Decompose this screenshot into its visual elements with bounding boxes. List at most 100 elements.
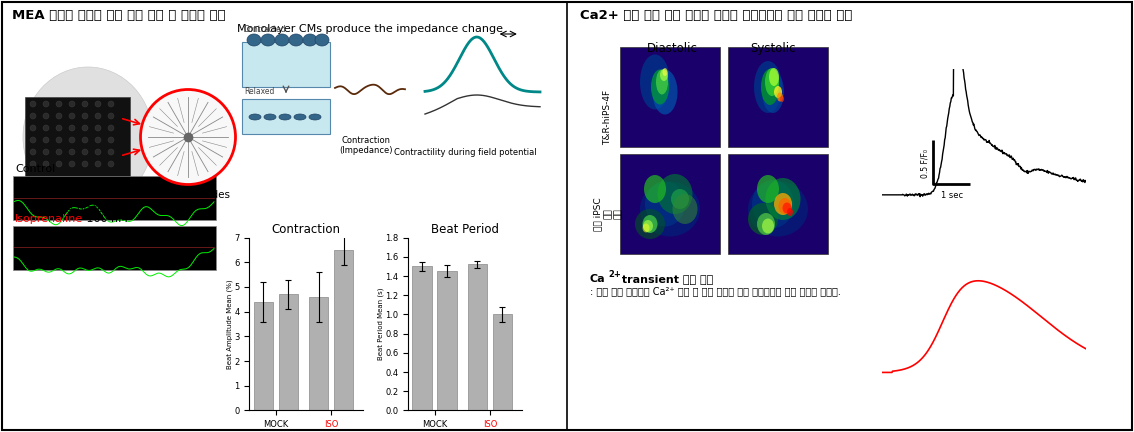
Ellipse shape xyxy=(247,34,261,46)
Ellipse shape xyxy=(108,101,115,107)
Text: 1 sec: 1 sec xyxy=(940,191,963,200)
Bar xyxy=(242,42,330,87)
Bar xyxy=(728,47,828,147)
Ellipse shape xyxy=(95,137,101,143)
Ellipse shape xyxy=(56,125,62,131)
Ellipse shape xyxy=(29,101,36,107)
Ellipse shape xyxy=(43,113,49,119)
Text: MEA plate: MEA plate xyxy=(51,204,103,214)
Bar xyxy=(492,314,511,410)
Ellipse shape xyxy=(643,223,650,232)
Ellipse shape xyxy=(95,101,101,107)
Ellipse shape xyxy=(787,208,793,216)
Ellipse shape xyxy=(56,137,62,143)
Ellipse shape xyxy=(29,125,36,131)
Ellipse shape xyxy=(777,92,782,102)
Bar xyxy=(438,271,457,410)
Ellipse shape xyxy=(43,101,49,107)
Ellipse shape xyxy=(69,101,75,107)
Bar xyxy=(620,154,720,254)
Ellipse shape xyxy=(652,70,677,114)
Ellipse shape xyxy=(43,125,49,131)
Ellipse shape xyxy=(660,69,668,81)
Ellipse shape xyxy=(308,114,321,120)
Ellipse shape xyxy=(95,161,101,167)
Ellipse shape xyxy=(82,149,88,155)
Ellipse shape xyxy=(43,161,49,167)
Ellipse shape xyxy=(645,181,685,226)
Ellipse shape xyxy=(758,175,779,203)
Text: transient 기능 평가: transient 기능 평가 xyxy=(618,274,713,284)
Ellipse shape xyxy=(643,215,658,233)
Ellipse shape xyxy=(95,125,101,131)
Text: 2+: 2+ xyxy=(608,270,621,279)
Text: Ca: Ca xyxy=(590,274,606,284)
Title: Contraction: Contraction xyxy=(272,223,340,236)
Text: Control: Control xyxy=(15,164,56,174)
Ellipse shape xyxy=(276,34,289,46)
Ellipse shape xyxy=(23,67,153,207)
Ellipse shape xyxy=(748,181,809,236)
Ellipse shape xyxy=(672,194,697,224)
Y-axis label: Beat Period Mean (s): Beat Period Mean (s) xyxy=(378,288,384,360)
Ellipse shape xyxy=(141,89,236,184)
Bar xyxy=(12,176,215,220)
Ellipse shape xyxy=(640,181,700,236)
Bar xyxy=(728,154,828,254)
Ellipse shape xyxy=(56,161,62,167)
Text: Systolic: Systolic xyxy=(751,42,796,55)
Ellipse shape xyxy=(758,213,775,235)
Ellipse shape xyxy=(108,149,115,155)
Text: 질환 iPSC
심근
세포: 질환 iPSC 심근 세포 xyxy=(593,197,623,231)
Ellipse shape xyxy=(95,113,101,119)
Ellipse shape xyxy=(635,209,665,239)
Ellipse shape xyxy=(29,137,36,143)
Ellipse shape xyxy=(82,113,88,119)
Ellipse shape xyxy=(95,149,101,155)
Ellipse shape xyxy=(249,114,261,120)
Ellipse shape xyxy=(56,113,62,119)
Text: : 질환 유래 심근세포 Ca²⁺ 방출 및 제거 속도가 정상 심근세포에 비해 느리게 분석됨.: : 질환 유래 심근세포 Ca²⁺ 방출 및 제거 속도가 정상 심근세포에 비… xyxy=(590,286,841,296)
Ellipse shape xyxy=(279,114,291,120)
Bar xyxy=(254,302,273,410)
Ellipse shape xyxy=(29,113,36,119)
Ellipse shape xyxy=(43,137,49,143)
Ellipse shape xyxy=(82,137,88,143)
Ellipse shape xyxy=(315,34,329,46)
Text: Contraction
(Impedance): Contraction (Impedance) xyxy=(339,136,392,156)
Text: 100 nM: 100 nM xyxy=(83,214,128,224)
Ellipse shape xyxy=(748,203,778,235)
Ellipse shape xyxy=(56,101,62,107)
Ellipse shape xyxy=(303,34,318,46)
Ellipse shape xyxy=(671,189,689,209)
Text: Multi-electrodes: Multi-electrodes xyxy=(146,190,230,200)
Ellipse shape xyxy=(762,219,775,234)
Ellipse shape xyxy=(261,34,276,46)
Ellipse shape xyxy=(108,137,115,143)
Ellipse shape xyxy=(289,34,303,46)
Ellipse shape xyxy=(294,114,306,120)
Bar xyxy=(333,250,353,410)
Ellipse shape xyxy=(82,125,88,131)
Text: 0.5 F/F₀: 0.5 F/F₀ xyxy=(920,149,929,178)
Ellipse shape xyxy=(108,125,115,131)
Bar xyxy=(12,226,215,270)
Ellipse shape xyxy=(69,149,75,155)
Ellipse shape xyxy=(69,161,75,167)
Ellipse shape xyxy=(69,125,75,131)
Bar xyxy=(25,97,130,177)
Text: Monolayer CMs produce the impedance change: Monolayer CMs produce the impedance chan… xyxy=(237,24,503,34)
Ellipse shape xyxy=(29,161,36,167)
Ellipse shape xyxy=(108,113,115,119)
Bar xyxy=(413,267,432,410)
Ellipse shape xyxy=(765,178,801,220)
Ellipse shape xyxy=(69,113,75,119)
Text: Contractility during field potential: Contractility during field potential xyxy=(393,148,536,157)
Bar xyxy=(620,47,720,147)
Ellipse shape xyxy=(779,198,792,214)
Ellipse shape xyxy=(643,220,653,232)
Ellipse shape xyxy=(775,193,792,215)
Bar xyxy=(308,297,329,410)
Ellipse shape xyxy=(655,70,668,95)
Text: Relaxed: Relaxed xyxy=(244,87,274,96)
